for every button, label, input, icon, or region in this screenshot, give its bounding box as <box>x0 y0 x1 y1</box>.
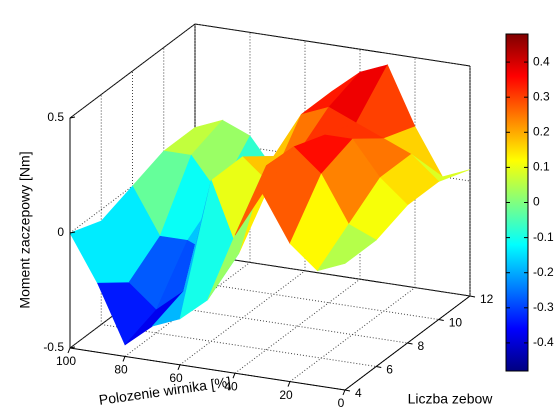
x-tick <box>122 356 126 362</box>
y-tick <box>438 319 444 321</box>
grid-line <box>194 253 471 297</box>
grid-line <box>234 278 361 374</box>
y-tick-label: 6 <box>386 363 393 377</box>
y-tick <box>344 389 351 392</box>
grid-line <box>163 277 439 320</box>
grid-line <box>132 300 408 344</box>
x-tick-label: 80 <box>114 363 128 377</box>
z-tick-label: 0.5 <box>47 110 64 124</box>
colorbar-tick-label: -0.2 <box>533 265 554 279</box>
colorbar-tick-label: 0 <box>533 195 540 209</box>
y-tick-label: 12 <box>480 292 494 306</box>
x-tick-label: 40 <box>224 379 238 393</box>
z-tick <box>69 231 76 234</box>
y-tick <box>407 342 413 345</box>
y-tick-label: 4 <box>355 386 362 400</box>
z-tick <box>69 346 76 349</box>
y-tick-label: 8 <box>418 339 425 353</box>
x-tick-label: 60 <box>169 371 183 385</box>
surface-patch <box>316 223 377 272</box>
x-tick-label: 0 <box>338 396 345 410</box>
grid-line <box>194 23 471 67</box>
grid-line <box>101 324 377 367</box>
y-tick <box>376 366 382 368</box>
x-tick <box>67 347 71 354</box>
x-tick <box>287 381 291 387</box>
y-tick-label: 10 <box>449 316 463 330</box>
colorbar-tick-label: 0.1 <box>533 160 550 174</box>
colorbar-tick-label: 0.3 <box>533 89 550 103</box>
x-tick <box>232 373 236 379</box>
x-tick <box>342 389 346 396</box>
z-tick-label: -0.5 <box>43 340 64 354</box>
x-axis-label: Polozenie wirnika [%] <box>98 374 232 408</box>
y-tick <box>469 295 476 298</box>
x-tick-label: 100 <box>56 354 76 368</box>
z-axis-label: Moment zaczepowy [Nm] <box>17 151 33 308</box>
x-tick-label: 20 <box>279 388 293 402</box>
x-tick <box>177 364 181 370</box>
z-tick <box>69 116 76 119</box>
z-tick-label: 0 <box>57 225 64 239</box>
colorbar-tick-label: -0.1 <box>533 230 554 244</box>
grid-line <box>69 23 196 119</box>
colorbar-tick-label: -0.3 <box>533 300 554 314</box>
colorbar-tick-label: -0.4 <box>533 335 554 349</box>
axis-box <box>69 347 346 391</box>
colorbar-tick-label: 0.2 <box>533 124 550 138</box>
y-axis-label: Liczba zebow <box>408 391 494 407</box>
colorbar-tick-label: 0.4 <box>533 54 550 68</box>
